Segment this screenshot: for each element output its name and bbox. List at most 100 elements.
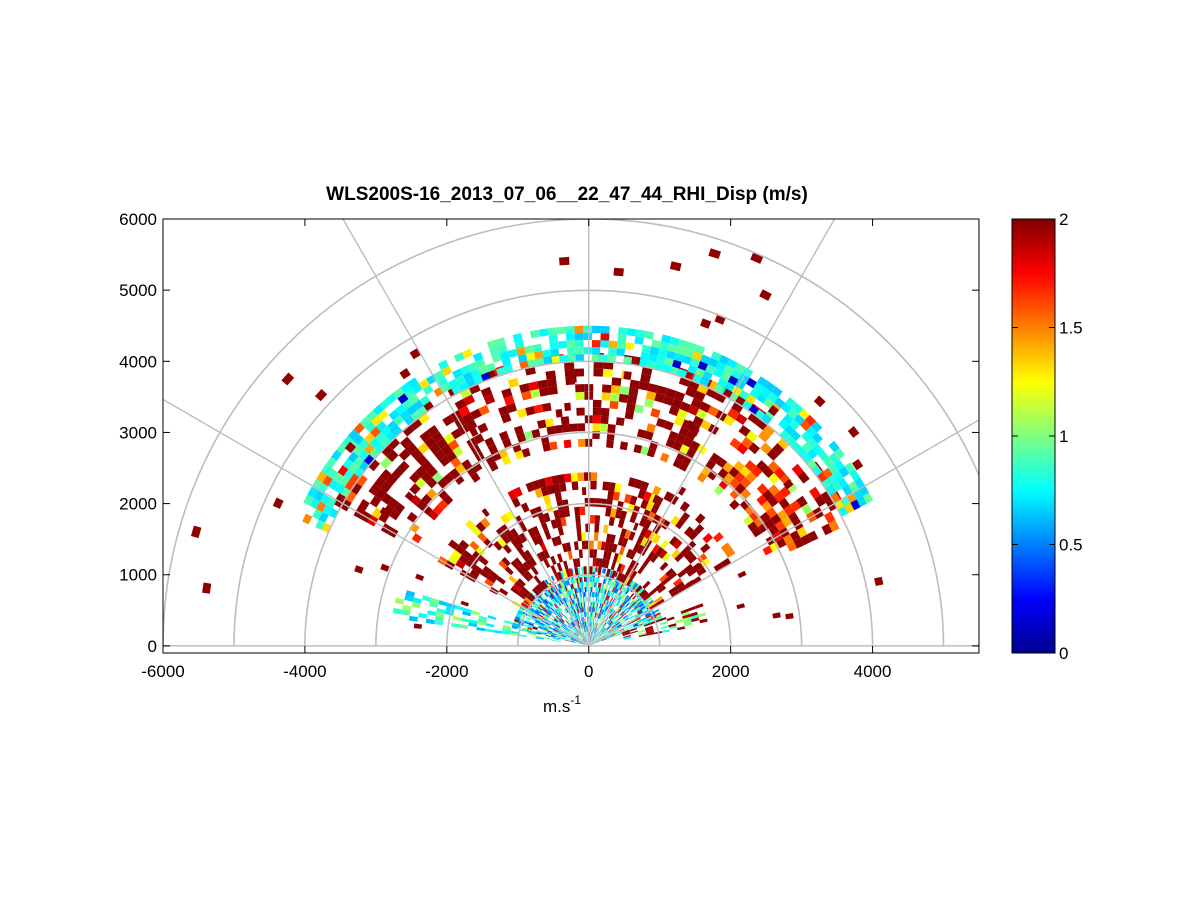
data-cell-near: [582, 639, 586, 643]
data-cell-near: [532, 615, 538, 619]
data-cell-near: [580, 617, 583, 623]
data-cell-near: [562, 631, 568, 635]
data-cell-upper: [791, 402, 804, 414]
data-cell-middle: [636, 428, 647, 439]
data-cell-middle: [389, 509, 401, 521]
data-cell-near: [590, 621, 591, 627]
data-cell-upper: [726, 358, 738, 369]
data-cell-near: [589, 586, 592, 592]
data-cell-near: [646, 597, 652, 602]
data-cell-lower: [555, 535, 562, 546]
data-cell-near: [566, 590, 570, 596]
data-cell-near: [630, 608, 635, 613]
data-cell-near: [581, 612, 584, 618]
data-cell-lower: [507, 489, 518, 501]
data-cell-lower: [686, 540, 697, 551]
data-cell-upper: [787, 408, 799, 420]
data-cell-upper: [453, 352, 465, 363]
data-cell-middle: [484, 437, 495, 448]
data-cell-near: [573, 634, 578, 638]
data-cell-near: [591, 576, 594, 582]
data-cell-lower: [624, 567, 632, 577]
data-cell-near: [637, 619, 642, 623]
data-cell-middle: [380, 444, 394, 457]
data-cell-middle: [662, 395, 674, 406]
data-cell-near: [600, 583, 603, 589]
data-cell-upper: [418, 378, 430, 390]
data-cell-near: [577, 608, 580, 614]
data-cell-near: [561, 592, 565, 598]
data-cell-near: [548, 626, 554, 630]
data-cell-upper: [694, 367, 706, 378]
data-cell-lower: [606, 551, 612, 561]
data-cell-near: [518, 609, 524, 614]
data-cell-lower: [534, 506, 543, 517]
data-cell-near: [635, 598, 640, 603]
data-cell-lower: [502, 544, 512, 554]
data-cell-near: [543, 626, 549, 630]
data-cell-shelf: [468, 619, 478, 625]
data-cell-near: [627, 613, 633, 618]
data-cell-lower: [565, 542, 572, 552]
data-cell-lower: [623, 493, 632, 504]
data-cell-near: [582, 602, 585, 608]
data-cell-near: [558, 629, 564, 633]
data-cell-near: [548, 595, 553, 601]
data-cell-near: [579, 587, 582, 593]
data-cell-near: [579, 635, 583, 639]
data-cell-near: [576, 619, 580, 624]
data-cell-lower: [534, 585, 542, 595]
data-cell-upper: [315, 519, 326, 530]
data-cell-upper: [499, 350, 510, 361]
data-cell-outlier: [399, 368, 411, 380]
data-cell-near: [625, 609, 630, 614]
data-cell-near: [583, 592, 586, 597]
data-cell-upper: [702, 370, 713, 381]
data-cell-near: [561, 635, 567, 638]
data-cell-upper: [646, 360, 657, 369]
data-cell-upper: [689, 358, 701, 368]
data-cell-near: [565, 585, 569, 591]
data-cell-upper: [738, 373, 750, 384]
data-cell-near: [572, 610, 576, 615]
data-cell-shelf: [623, 635, 631, 638]
data-cell-upper: [489, 346, 500, 356]
data-cell-middle: [654, 393, 666, 403]
data-cell-lower: [673, 578, 683, 587]
data-cell-near: [595, 636, 600, 640]
data-cell-near: [595, 636, 600, 640]
data-cell-shelf: [687, 606, 697, 612]
data-cell-near: [575, 640, 581, 643]
data-cell-upper: [495, 337, 506, 347]
data-cell-near: [591, 638, 595, 643]
data-cell-shelf: [535, 635, 545, 639]
data-cell-near: [595, 623, 599, 629]
data-cell-near: [534, 611, 540, 616]
data-cell-near: [593, 567, 596, 573]
data-cell-near: [642, 618, 648, 622]
data-cell-lower: [618, 573, 625, 583]
data-cell-outlier: [559, 256, 570, 266]
data-cell-shelf: [502, 624, 512, 629]
data-cell-near: [597, 639, 602, 642]
data-cell-near: [590, 591, 593, 597]
data-cell-near: [599, 632, 603, 637]
data-cell-middle: [766, 448, 779, 461]
data-cell-middle: [439, 455, 451, 467]
data-cell-near: [597, 640, 602, 643]
data-cell-near: [614, 593, 618, 599]
data-cell-upper: [583, 332, 592, 340]
data-cell-shelf: [434, 616, 444, 622]
data-cell-near: [580, 577, 583, 583]
data-cell-near: [593, 592, 595, 598]
data-cell-shelf: [695, 603, 704, 609]
data-cell-middle: [777, 437, 790, 450]
data-cell-upper: [437, 376, 448, 387]
data-cell-near: [567, 634, 572, 637]
data-cell-near: [571, 637, 577, 640]
data-cell-lower: [513, 486, 523, 498]
data-cell-near: [545, 591, 550, 597]
data-cell-near: [572, 599, 575, 605]
data-cell-upper: [347, 451, 359, 463]
data-cell-near: [624, 628, 630, 631]
